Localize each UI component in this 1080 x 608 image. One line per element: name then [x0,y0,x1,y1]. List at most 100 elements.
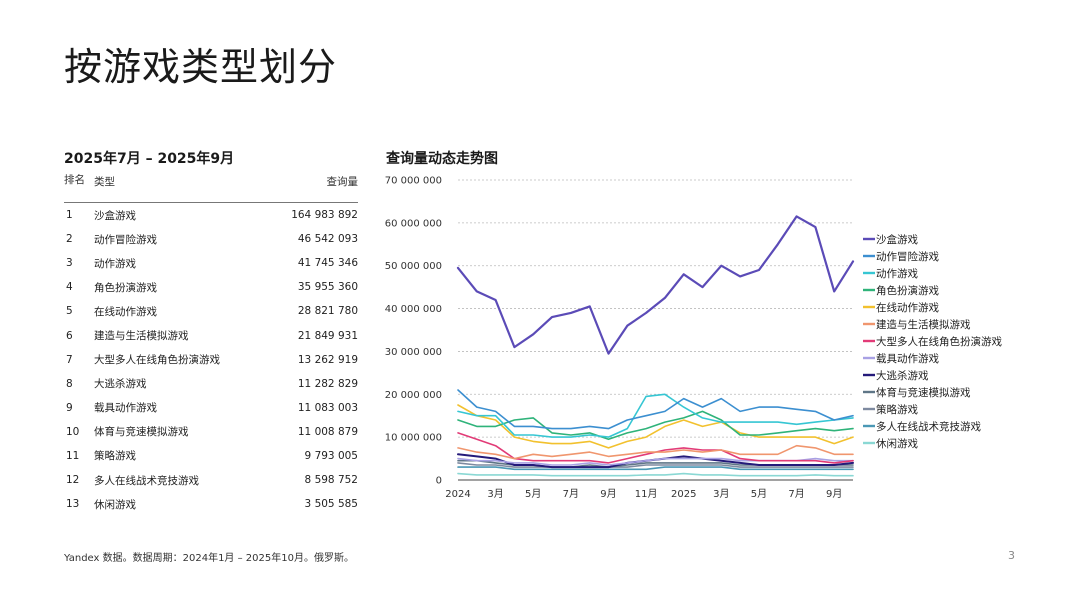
value-cell: 13 262 919 [297,353,358,366]
type-cell: 在线动作游戏 [94,305,157,318]
rank-cell: 1 [66,209,73,222]
value-cell: 164 983 892 [291,209,358,222]
legend-label: 建造与生活模拟游戏 [876,318,971,331]
page-title: 按游戏类型划分 [64,45,338,89]
ranking-table: 排名 类型 查询量 1 沙盒游戏 164 983 892 2 动作冒险游戏 46 542 … [64,174,358,516]
series-line [457,404,854,449]
legend-label: 大逃杀游戏 [876,369,929,382]
type-cell: 建造与生活模拟游戏 [94,330,189,343]
rank-cell: 10 [66,425,80,438]
rank-cell: 9 [66,401,73,414]
series-line [457,393,854,438]
type-cell: 动作冒险游戏 [94,233,157,246]
x-tick-label: 5月 [525,488,541,500]
table-row: 12 多人在线战术竞技游戏 8 598 752 [64,468,358,492]
table-row: 6 建造与生活模拟游戏 21 849 931 [64,323,358,347]
x-tick-label: 7月 [788,488,804,500]
rank-cell: 13 [66,498,80,511]
table-row: 1 沙盒游戏 164 983 892 [64,203,358,228]
x-tick-label: 11月 [635,488,658,500]
rank-cell: 11 [66,449,80,462]
series-line [457,410,854,441]
x-tick-label: 9月 [600,488,616,500]
table-row: 9 载具动作游戏 11 083 003 [64,396,358,420]
table-row: 8 大逃杀游戏 11 282 829 [64,372,358,396]
type-cell: 载具动作游戏 [94,402,157,415]
rank-cell: 7 [66,353,73,366]
series-line [457,444,854,460]
table-title: 2025年7月 – 2025年9月 [64,151,235,167]
type-cell: 大逃杀游戏 [94,378,147,391]
value-cell: 11 083 003 [297,401,358,414]
value-cell: 8 598 752 [304,474,358,487]
y-tick-label: 0 [436,476,442,487]
table-row: 13 休闲游戏 3 505 585 [64,492,358,516]
series-line [456,215,855,355]
type-cell: 休闲游戏 [94,498,136,511]
rank-cell: 12 [66,474,80,487]
rank-cell: 2 [66,233,73,246]
type-cell: 动作游戏 [94,257,136,270]
table-header-row: 排名 类型 查询量 [64,174,358,203]
header-type: 类型 [94,174,267,203]
legend-label: 角色扮演游戏 [876,284,939,297]
legend-label: 在线动作游戏 [876,301,939,314]
y-tick-label: 20 000 000 [385,390,442,401]
legend-label: 动作游戏 [876,267,918,280]
y-tick-label: 50 000 000 [385,261,442,272]
y-tick-label: 40 000 000 [385,304,442,315]
value-cell: 9 793 005 [304,449,358,462]
value-cell: 46 542 093 [297,233,358,246]
type-cell: 大型多人在线角色扮演游戏 [94,354,220,367]
x-tick-label: 3月 [713,488,729,500]
table-row: 2 动作冒险游戏 46 542 093 [64,227,358,251]
type-cell: 角色扮演游戏 [94,281,157,294]
series-line [457,459,854,468]
page-number: 3 [1008,549,1015,562]
type-cell: 体育与竞速模拟游戏 [94,426,189,439]
legend-label: 休闲游戏 [876,437,918,450]
x-tick-label: 2024 [445,489,470,500]
series-line [457,462,854,468]
legend-label: 策略游戏 [876,403,918,416]
type-cell: 多人在线战术竞技游戏 [94,474,199,487]
footnote: Yandex 数据。数据周期：2024年1月 – 2025年10月。俄罗斯。 [64,553,354,564]
x-tick-label: 9月 [826,488,842,500]
value-cell: 41 745 346 [297,257,358,270]
rank-cell: 3 [66,257,73,270]
x-tick-label: 5月 [751,488,767,500]
x-tick-label: 2025 [671,489,696,500]
table-row: 3 动作游戏 41 745 346 [64,251,358,275]
legend-label: 多人在线战术竞技游戏 [876,420,981,433]
y-tick-label: 60 000 000 [385,218,442,229]
header-value: 查询量 [266,174,358,203]
legend-label: 载具动作游戏 [876,352,939,365]
x-tick-label: 3月 [487,488,503,500]
ranking-table-body: 1 沙盒游戏 164 983 892 2 动作冒险游戏 46 542 093 3 动作游戏 41… [64,203,358,517]
series-line [457,466,854,471]
legend-label: 动作冒险游戏 [876,250,939,263]
y-tick-label: 70 000 000 [385,176,442,187]
table-row: 4 角色扮演游戏 35 955 360 [64,275,358,299]
y-tick-label: 10 000 000 [385,433,442,444]
table-row: 10 体育与竞速模拟游戏 11 008 879 [64,420,358,444]
value-cell: 35 955 360 [297,281,358,294]
line-chart: 0 10 000 000 20 000 000 30 000 000 40 000 00… [385,176,1003,501]
rank-cell: 4 [66,281,73,294]
value-cell: 11 008 879 [297,425,358,438]
value-cell: 3 505 585 [304,498,358,511]
y-tick-label: 30 000 000 [385,347,442,358]
legend-label: 体育与竞速模拟游戏 [876,386,971,399]
table-row: 5 在线动作游戏 28 821 780 [64,299,358,323]
x-tick-label: 7月 [563,488,579,500]
legend-label: 沙盒游戏 [876,233,918,246]
series-line [457,472,854,477]
table-row: 11 策略游戏 9 793 005 [64,444,358,468]
rank-cell: 8 [66,377,73,390]
table-row: 7 大型多人在线角色扮演游戏 13 262 919 [64,348,358,372]
value-cell: 28 821 780 [297,305,358,318]
rank-cell: 5 [66,305,73,318]
value-cell: 11 282 829 [297,377,358,390]
chart-title: 查询量动态走势图 [386,151,498,167]
rank-cell: 6 [66,329,73,342]
